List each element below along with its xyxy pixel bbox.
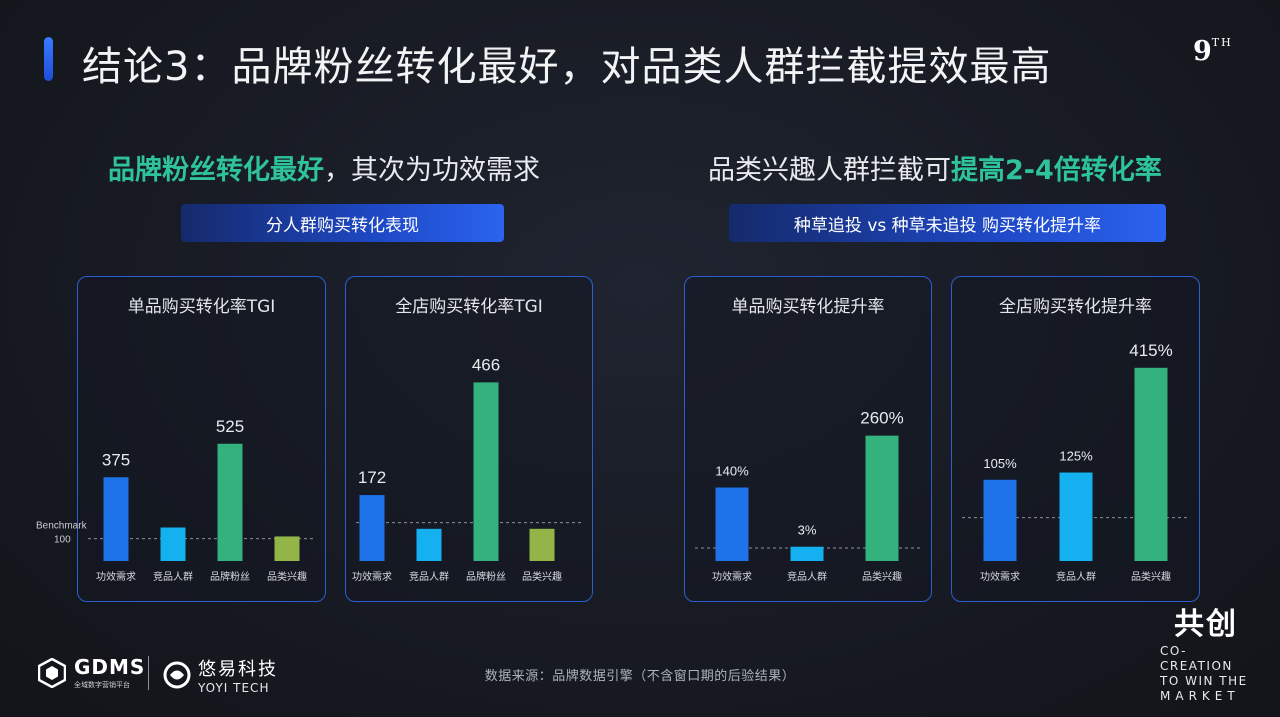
yoyi-swirl-icon — [163, 661, 191, 689]
bar — [103, 477, 129, 561]
category-label: 功效需求 — [96, 570, 136, 583]
bar — [865, 435, 899, 561]
yoyi-en-text: YOYI TECH — [198, 681, 270, 695]
bar — [160, 527, 186, 561]
cocreation-line-1: CO-CREATION — [1160, 644, 1233, 673]
gdms-cube-icon — [38, 657, 66, 688]
left-headline-highlight: 品牌粉丝转化最好 — [108, 155, 324, 186]
bar — [790, 546, 824, 561]
data-label: 525 — [216, 417, 244, 436]
chart-title: 单品购买转化率TGI — [127, 297, 276, 317]
category-label: 品类兴趣 — [267, 570, 307, 583]
brand-9th-logo: 9TH — [1193, 36, 1233, 67]
category-label: 品牌粉丝 — [210, 570, 250, 583]
data-label: 3% — [798, 523, 817, 538]
chart-panel-2: 全店购买转化率TGI 172 功效需求 竞品人群 466 品牌粉丝 品类兴趣 — [345, 276, 593, 602]
chart-title: 单品购买转化提升率 — [731, 297, 885, 317]
page-title: 结论3：品牌粉丝转化最好，对品类人群拦截提效最高 — [82, 44, 1052, 90]
right-headline: 品类兴趣人群拦截可提高2-4倍转化率 — [708, 148, 1162, 187]
benchmark-label: Benchmark — [36, 521, 88, 532]
gdms-text: GDMS — [74, 655, 146, 679]
left-headline-rest: ，其次为功效需求 — [324, 155, 540, 186]
chart-title: 全店购买转化率TGI — [395, 297, 543, 317]
chart-svg: 172 功效需求 竞品人群 466 品牌粉丝 品类兴趣 — [352, 355, 584, 583]
data-source-note: 数据来源：品牌数据引擎（不含窗口期的后验结果） — [484, 669, 796, 684]
bar — [1059, 472, 1093, 561]
category-label: 品类兴趣 — [522, 570, 562, 583]
bar — [274, 536, 300, 561]
bar — [416, 528, 442, 561]
right-headline-highlight: 提高2-4倍转化率 — [951, 155, 1162, 186]
category-label: 品类兴趣 — [862, 570, 902, 583]
data-label: 260% — [860, 409, 903, 428]
data-label: 466 — [472, 355, 500, 374]
cocreation-line-3: MARKET — [1160, 689, 1240, 703]
left-pill-label: 分人群购买转化表现 — [181, 204, 504, 242]
chart-panel-1: 单品购买转化率TGI Benchmark 100 375 功效需求 竞品人群 525 品牌粉… — [36, 276, 326, 602]
gdms-logo: GDMS 全域数字营销平台 — [38, 655, 145, 690]
category-label: 竞品人群 — [1056, 570, 1096, 583]
category-label: 竞品人群 — [409, 570, 449, 583]
yoyi-cn-text: 悠易科技 — [198, 659, 278, 680]
bar — [359, 495, 385, 561]
gdms-subtext: 全域数字营销平台 — [74, 681, 130, 689]
category-label: 品类兴趣 — [1131, 570, 1171, 583]
data-label: 140% — [715, 464, 749, 479]
right-headline-rest: 品类兴趣人群拦截可 — [708, 155, 951, 186]
brand-9th-sup: TH — [1211, 36, 1233, 49]
data-label: 172 — [358, 468, 386, 487]
cocreation-line-2: TO WIN THE — [1160, 674, 1248, 688]
chart-svg: Benchmark 100 375 功效需求 竞品人群 525 品牌粉丝 品类兴趣 — [36, 417, 316, 583]
category-label: 品牌粉丝 — [466, 570, 506, 583]
right-pill-label: 种草追投 vs 种草未追投 购买转化提升率 — [729, 204, 1166, 242]
bar — [983, 479, 1017, 561]
yoyi-logo: 悠易科技 YOYI TECH — [162, 655, 278, 695]
bar — [715, 487, 749, 561]
title-accent-bar — [44, 37, 53, 81]
left-headline: 品牌粉丝转化最好，其次为功效需求 — [108, 148, 540, 187]
bar — [217, 443, 243, 561]
category-label: 功效需求 — [980, 570, 1020, 583]
data-label: 125% — [1059, 449, 1093, 464]
benchmark-value-label: 100 — [54, 535, 71, 546]
bar — [529, 528, 555, 561]
category-label: 竞品人群 — [787, 570, 827, 583]
data-label: 105% — [983, 456, 1017, 471]
chart-title: 全店购买转化提升率 — [999, 297, 1152, 317]
brand-9th-main: 9 — [1193, 36, 1212, 67]
data-label: 375 — [102, 450, 130, 469]
chart-panel-3: 单品购买转化提升率 140% 功效需求 3% 竞品人群 260% 品类兴趣 — [684, 276, 932, 602]
data-label: 415% — [1129, 341, 1172, 360]
chart-svg: 105% 功效需求 125% 竞品人群 415% 品类兴趣 — [962, 341, 1190, 583]
cocreation-mark: 共创 — [1174, 607, 1238, 642]
bar — [473, 382, 499, 561]
category-label: 功效需求 — [712, 570, 752, 583]
cocreation-logo: 共创 CO-CREATION TO WIN THE MARKET — [1156, 606, 1256, 704]
logo-divider — [148, 656, 149, 690]
category-label: 功效需求 — [352, 570, 392, 583]
category-label: 竞品人群 — [153, 570, 193, 583]
chart-svg: 140% 功效需求 3% 竞品人群 260% 品类兴趣 — [695, 409, 923, 583]
bar — [1134, 367, 1168, 561]
chart-panel-4: 全店购买转化提升率 105% 功效需求 125% 竞品人群 415% 品类兴趣 — [951, 276, 1200, 602]
